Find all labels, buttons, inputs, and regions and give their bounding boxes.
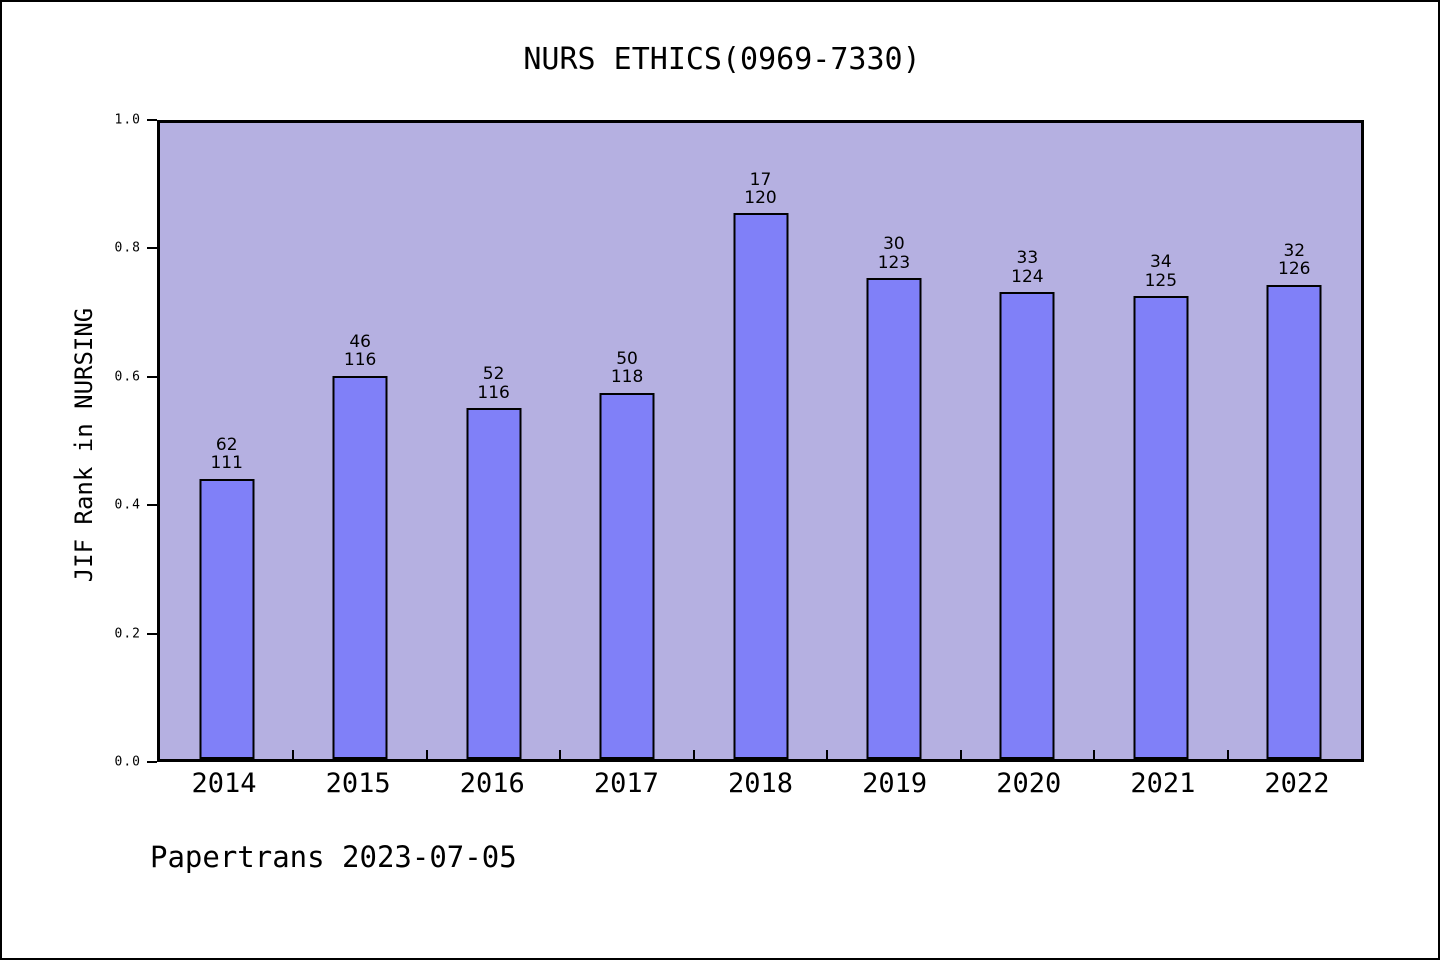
bar-2015 bbox=[332, 375, 388, 759]
bar-2019 bbox=[866, 278, 922, 759]
x-minor-tick bbox=[692, 750, 695, 759]
y-tick-label-0.6: 0.6 bbox=[114, 369, 141, 385]
bar-value-label-2019: 30 123 bbox=[877, 234, 911, 273]
y-tick-mark bbox=[147, 375, 157, 378]
x-tick-label-2018: 2018 bbox=[727, 768, 794, 799]
bar-value-label-2017: 50 118 bbox=[610, 348, 644, 388]
y-tick-label-0.4: 0.4 bbox=[114, 497, 141, 513]
x-tick-label-2014: 2014 bbox=[191, 768, 257, 799]
bar-value-label-2020: 33 124 bbox=[1011, 248, 1044, 287]
chart-title: NURS ETHICS(0969-7330) bbox=[523, 42, 921, 77]
y-tick-label-1.0: 1.0 bbox=[114, 112, 141, 128]
y-tick-mark bbox=[147, 119, 157, 121]
y-tick-mark bbox=[147, 504, 157, 507]
x-tick-label-2022: 2022 bbox=[1264, 768, 1330, 799]
y-axis: 0.0 0.2 0.4 0.6 0.8 1.0 bbox=[2, 113, 157, 770]
x-minor-tick bbox=[559, 750, 562, 759]
x-minor-tick bbox=[1093, 750, 1096, 759]
x-minor-tick bbox=[959, 750, 962, 759]
x-tick-label-2016: 2016 bbox=[459, 768, 525, 799]
x-minor-tick bbox=[1226, 750, 1229, 759]
bar-2020 bbox=[999, 292, 1055, 759]
bar-2016 bbox=[466, 407, 522, 759]
y-tick-label-0.2: 0.2 bbox=[114, 626, 141, 642]
bar-2022 bbox=[1266, 284, 1322, 759]
bar-value-label-2015: 46 116 bbox=[343, 331, 377, 371]
x-axis: 2014 2015 2016 2017 2018 2019 2020 2021 2022 bbox=[157, 768, 1364, 802]
bar-2021 bbox=[1133, 296, 1189, 759]
bar-2014 bbox=[199, 478, 255, 759]
x-tick-label-2019: 2019 bbox=[862, 768, 928, 799]
y-tick-label-0.8: 0.8 bbox=[114, 240, 141, 256]
bar-2018 bbox=[733, 213, 788, 759]
x-tick-label-2017: 2017 bbox=[593, 768, 659, 799]
bar-value-label-2014: 62 111 bbox=[210, 434, 243, 474]
y-tick-mark bbox=[147, 761, 157, 763]
y-tick-mark bbox=[147, 247, 157, 250]
x-minor-tick bbox=[826, 750, 829, 759]
plot-area: 62 111 46 116 52 116 50 118 17 120 30 123 33 124 34 125… bbox=[157, 120, 1364, 762]
bar-value-label-2018: 17 120 bbox=[744, 169, 777, 208]
x-tick-label-2021: 2021 bbox=[1130, 768, 1196, 799]
bar-2017 bbox=[599, 392, 655, 759]
y-tick-mark bbox=[147, 632, 157, 635]
bar-value-label-2016: 52 116 bbox=[477, 364, 510, 403]
x-tick-label-2020: 2020 bbox=[996, 768, 1062, 799]
x-minor-tick bbox=[425, 750, 428, 759]
x-tick-label-2015: 2015 bbox=[325, 768, 391, 799]
watermark-text: Papertrans 2023-07-05 bbox=[150, 840, 517, 874]
x-minor-tick bbox=[292, 750, 295, 759]
bar-value-label-2021: 34 125 bbox=[1144, 252, 1178, 291]
bar-value-label-2022: 32 126 bbox=[1278, 240, 1311, 280]
y-tick-label-0.0: 0.0 bbox=[114, 754, 141, 770]
